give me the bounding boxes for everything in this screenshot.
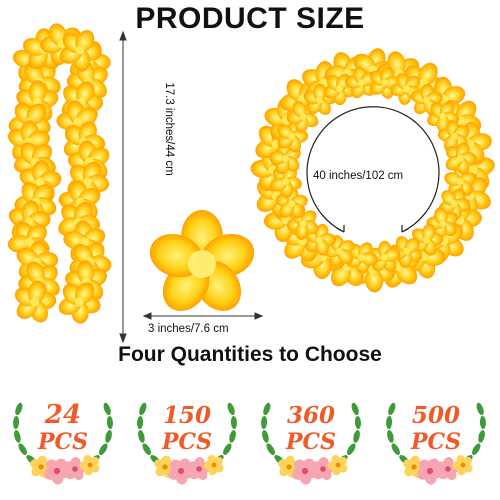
quantity-unit: PCS: [37, 429, 88, 455]
laurel-leaf: [106, 415, 114, 430]
single-flower-image: [149, 210, 255, 311]
quantity-number: 360: [287, 402, 335, 429]
laurel-leaf: [350, 401, 361, 417]
quantity-number: 24: [44, 400, 81, 430]
laurel-leaf: [12, 415, 20, 430]
flower-width-measure-line: [142, 312, 264, 320]
laurel-leaf: [477, 429, 487, 444]
laurel-leaf: [136, 429, 146, 444]
laurel-leaf: [264, 442, 277, 457]
laurel-leaf: [136, 415, 144, 430]
laurel-leaf: [470, 442, 483, 457]
length-measure-line: [119, 30, 127, 344]
laurel-leaf: [16, 442, 29, 457]
lei-strand-image: [0, 12, 122, 330]
laurel-leaf: [475, 401, 486, 417]
laurel-leaf: [104, 429, 114, 444]
quantity-heading: Four Quantities to Choose: [118, 343, 382, 366]
circumference-measure-arc: [306, 106, 440, 233]
laurel-leaf: [260, 429, 270, 444]
quantity-unit: PCS: [285, 429, 336, 455]
laurel-leaf: [386, 401, 397, 417]
laurel-leaf: [226, 401, 237, 417]
quantity-number: 150: [163, 402, 211, 429]
laurel-leaf: [352, 429, 362, 444]
laurel-leaf: [137, 401, 148, 417]
laurel-leaf: [228, 429, 238, 444]
flower-size-label: 3 inches/7.6 cm: [148, 323, 229, 335]
laurel-leaf: [13, 401, 24, 417]
laurel-leaf: [389, 442, 402, 457]
quantity-number: 500: [412, 402, 460, 429]
laurel-leaf: [261, 401, 272, 417]
quantity-unit: PCS: [410, 429, 461, 455]
wreath-circumference-label: 40 inches/102 cm: [313, 170, 404, 182]
laurel-leaf: [97, 442, 110, 457]
laurel-leaf: [221, 442, 234, 457]
laurel-leaf: [102, 401, 113, 417]
laurel-leaf: [385, 415, 393, 430]
page-title: PRODUCT SIZE: [135, 2, 365, 35]
laurel-leaf: [479, 415, 487, 430]
laurel-leaf: [140, 442, 153, 457]
laurel-leaf: [385, 429, 395, 444]
quantity-unit: PCS: [161, 429, 212, 455]
laurel-leaf: [230, 415, 238, 430]
laurel-leaf: [260, 415, 268, 430]
laurel-leaf: [354, 415, 362, 430]
strand-length-label: 17.3 inches/44 cm: [163, 82, 175, 176]
laurel-leaf: [12, 429, 22, 444]
laurel-leaf: [345, 442, 358, 457]
